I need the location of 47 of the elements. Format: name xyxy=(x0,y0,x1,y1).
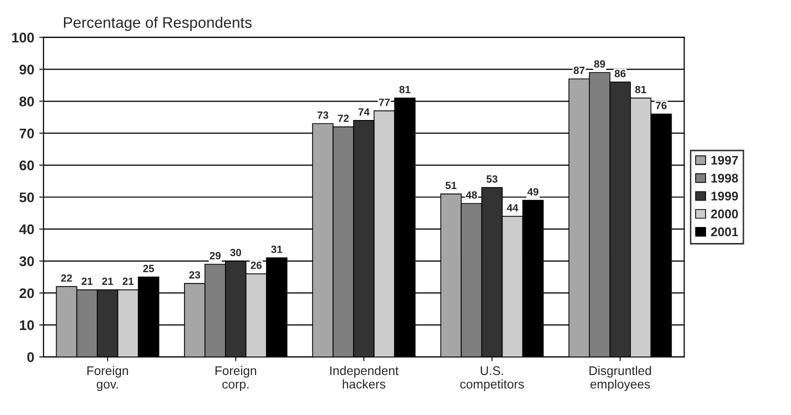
y-tick-label: 10 xyxy=(20,320,34,330)
y-tick-label: 70 xyxy=(20,128,34,138)
y-tick-label: 100 xyxy=(12,32,34,43)
data-label: 30 xyxy=(230,248,242,256)
x-tick-label: Foreign corp. xyxy=(216,366,256,392)
y-tick-label: 40 xyxy=(19,224,34,234)
data-label: 44 xyxy=(506,204,518,212)
data-label: 21 xyxy=(122,278,134,285)
data-label: 25 xyxy=(143,264,154,272)
legend-label: 1997 xyxy=(711,156,738,165)
data-label: 74 xyxy=(358,108,370,116)
y-tick-label: 20 xyxy=(20,288,34,298)
data-label: 21 xyxy=(82,278,93,285)
data-label: 73 xyxy=(318,111,328,119)
data-label: 81 xyxy=(635,86,646,94)
y-axis-title: Percentage of Respondents xyxy=(64,16,252,31)
data-label: 72 xyxy=(338,114,349,122)
data-label: 49 xyxy=(527,188,538,196)
y-tick-label: 90 xyxy=(20,64,34,74)
data-label: 29 xyxy=(210,252,221,260)
x-tick-label: Foreign gov. xyxy=(87,366,128,392)
data-label: 51 xyxy=(446,182,456,190)
legend-label: 1999 xyxy=(711,192,738,200)
data-label: 76 xyxy=(656,102,667,110)
data-label: 26 xyxy=(250,262,262,269)
legend-label: 2001 xyxy=(711,227,738,236)
data-label: 48 xyxy=(466,191,477,199)
x-tick-label: Disgruntled employees xyxy=(590,366,651,392)
y-tick-label: 30 xyxy=(19,256,34,266)
data-label: 23 xyxy=(189,271,200,279)
data-label: 89 xyxy=(594,60,606,68)
y-tick-label: 80 xyxy=(19,96,34,106)
y-tick-label: 0 xyxy=(27,352,34,362)
legend-label: 1998 xyxy=(711,174,738,183)
data-label: 87 xyxy=(574,66,584,74)
data-label: 22 xyxy=(61,274,72,282)
data-label: 77 xyxy=(379,98,390,106)
legend-label: 2000 xyxy=(711,210,738,218)
data-label: 86 xyxy=(614,70,626,78)
x-tick-label: U.S. competitors xyxy=(460,366,524,392)
data-label: 31 xyxy=(271,246,282,254)
data-label: 21 xyxy=(102,278,114,285)
x-tick-label: Independent hackers xyxy=(330,366,399,389)
data-label: 53 xyxy=(486,175,498,183)
y-tick-label: 60 xyxy=(20,160,34,170)
y-tick-label: 50 xyxy=(19,192,34,202)
data-label: 81 xyxy=(399,86,410,94)
